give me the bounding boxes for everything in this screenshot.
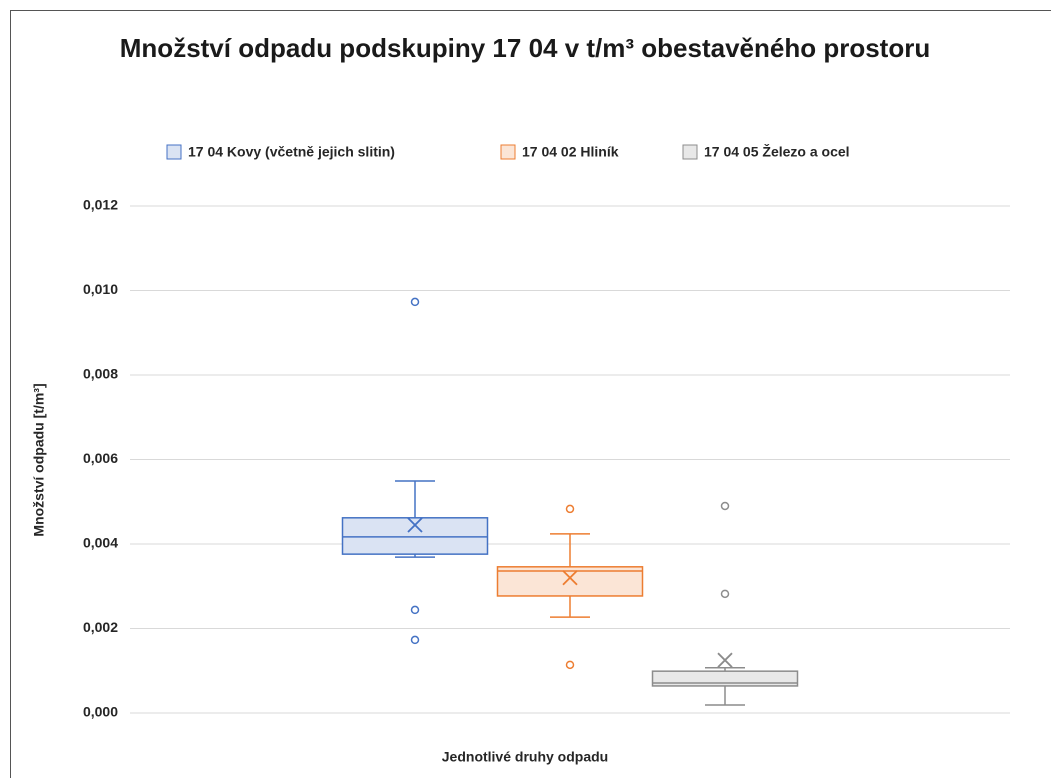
x-axis-label: Jednotlivé druhy odpadu bbox=[442, 749, 608, 765]
y-tick-label: 0,002 bbox=[83, 619, 118, 635]
outlier bbox=[720, 501, 730, 511]
y-tick-label: 0,004 bbox=[83, 535, 118, 551]
outlier bbox=[565, 660, 575, 670]
y-tick-label: 0,000 bbox=[83, 704, 118, 720]
y-tick-label: 0,006 bbox=[83, 450, 118, 466]
outlier bbox=[410, 297, 420, 307]
y-tick-label: 0,012 bbox=[83, 197, 118, 213]
legend-swatch bbox=[166, 144, 182, 160]
legend-label: 17 04 Kovy (včetně jejich slitin) bbox=[188, 144, 395, 160]
outlier bbox=[410, 635, 420, 645]
chart-title: Množství odpadu podskupiny 17 04 v t/m³ … bbox=[119, 33, 931, 63]
y-tick-label: 0,010 bbox=[83, 281, 118, 297]
outlier bbox=[565, 504, 575, 514]
box-fill bbox=[342, 517, 488, 555]
mean-marker bbox=[717, 652, 733, 668]
mean-marker bbox=[562, 570, 578, 586]
frame bbox=[10, 10, 1051, 778]
y-tick-label: 0,008 bbox=[83, 366, 118, 382]
outlier bbox=[410, 605, 420, 615]
legend-label: 17 04 02 Hliník bbox=[522, 144, 619, 160]
legend-swatch bbox=[682, 144, 698, 160]
legend-label: 17 04 05 Železo a ocel bbox=[704, 143, 850, 160]
outlier bbox=[720, 589, 730, 599]
mean-marker bbox=[407, 517, 423, 533]
legend-swatch bbox=[500, 144, 516, 160]
y-axis-label: Množství odpadu [t/m³] bbox=[31, 383, 47, 536]
